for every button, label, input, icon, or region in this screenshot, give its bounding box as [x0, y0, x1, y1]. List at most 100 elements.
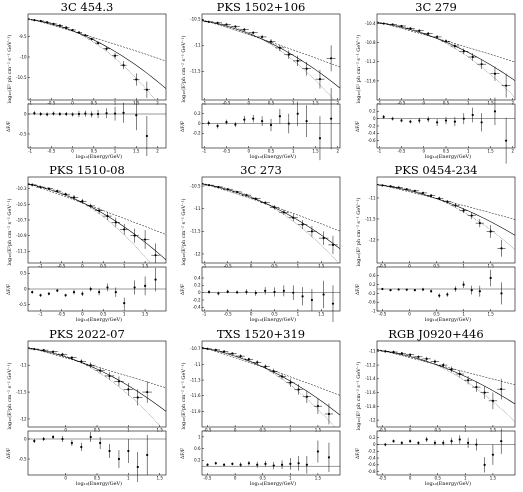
data-point: [389, 185, 392, 188]
residual-point: [454, 287, 457, 291]
y-tick-label: -9.5: [19, 34, 27, 39]
x-tick-label: 1.5: [133, 149, 140, 154]
x-tick-label: 1: [292, 101, 295, 106]
residual-point: [39, 294, 42, 297]
residual-tick-label: -0.5: [19, 302, 27, 307]
sed-plot: -1 -1 -0.5 -0.5 0 0 0.5 0.5 1 1 1.5 1.5 2 2 -10.5 -11 -1…: [190, 13, 341, 161]
data-point: [400, 24, 403, 28]
residual-tick-label: -0.5: [19, 131, 27, 136]
x-tick-label: 0: [64, 476, 67, 481]
residual-point: [413, 289, 416, 292]
residual-point: [418, 119, 421, 122]
residual-point: [33, 439, 36, 443]
panel-title: PKS 1510-08: [49, 163, 125, 177]
x-tick-label: 1: [462, 264, 465, 269]
y-tick-label: -11: [194, 362, 201, 367]
residual-point: [389, 289, 392, 292]
main-frame: [376, 340, 516, 428]
data-point: [89, 364, 92, 367]
data-point: [234, 25, 237, 28]
data-point: [113, 54, 117, 57]
x-axis-label: log₁₀(Energy/GeV): [249, 317, 297, 323]
model-curve-logparabola: [202, 347, 340, 416]
x-tick-label: -0.5: [379, 264, 387, 269]
x-tick-label: 0: [422, 149, 425, 154]
residual-point: [207, 121, 210, 125]
data-point: [329, 57, 333, 60]
data-point: [458, 372, 461, 376]
data-point: [382, 22, 385, 25]
residual-point: [216, 124, 219, 128]
data-point: [418, 29, 421, 32]
residual-point: [61, 437, 64, 441]
residual-point: [42, 437, 45, 441]
y-tick-label: -11: [369, 195, 376, 200]
x-tick-label: 1: [114, 149, 117, 154]
x-tick-label: 0.5: [268, 101, 275, 106]
x-tick-label: 0.5: [91, 149, 98, 154]
sed-plot: -1-1-0.5-0.5000.50.5111.51.522-9.5-10-10…: [16, 13, 167, 156]
x-tick-label: 0: [234, 428, 237, 433]
x-tick-label: 1.5: [487, 149, 494, 154]
data-point: [58, 24, 61, 27]
residual-point: [453, 120, 457, 123]
data-point: [292, 216, 295, 219]
data-point: [52, 22, 55, 25]
data-point: [493, 72, 497, 75]
x-tick-label: 2: [512, 101, 515, 106]
data-point: [247, 358, 251, 361]
residual-point: [64, 294, 67, 297]
y-tick-label: -11.3: [190, 377, 201, 382]
residual-point: [51, 435, 55, 439]
residual-tick-label: 0: [373, 116, 376, 121]
x-tick-label: 2: [156, 101, 159, 106]
x-tick-label: -0.5: [47, 101, 55, 106]
panel-title: RGB J0920+446: [388, 327, 484, 341]
x-tick-label: 1: [467, 101, 470, 106]
y-tick-label: -10.5: [16, 75, 27, 80]
sed-plot: -1 -1 -0.5 -0.5 0 0 0.5 0.5 1 1 1.5 1.5 -10.3 -10.5 -1…: [16, 176, 167, 317]
residual-point: [417, 441, 420, 444]
model-curves: [202, 182, 340, 263]
model-curves: [202, 346, 340, 427]
y-tick-label: -10.3: [16, 186, 27, 191]
y-tick-label: -11: [194, 43, 201, 48]
data-point: [413, 189, 416, 192]
data-point: [400, 352, 403, 355]
data-point: [409, 27, 412, 30]
x-tick-label: 1.5: [312, 149, 319, 154]
panel-title: 3C 273: [240, 163, 282, 177]
data-point: [61, 353, 64, 356]
data-point: [39, 186, 42, 189]
sed-plot: -0.5 -0.5 0 0 0.5 0.5 1 1 1.5 1.5 -11 -11.5 -12 0.6 0.…: [365, 176, 516, 317]
x-tick-label: 1.5: [142, 264, 149, 269]
data-point: [318, 78, 322, 81]
residual-point: [105, 112, 108, 115]
data-point: [123, 228, 126, 231]
data-point: [280, 375, 284, 378]
data-point: [471, 55, 474, 59]
data-point: [80, 360, 83, 363]
residual-point: [239, 463, 242, 466]
data-point: [42, 349, 45, 352]
model-curve-powerlaw: [28, 18, 166, 62]
residual-point: [392, 440, 395, 443]
data-point: [278, 46, 282, 49]
residual-point: [214, 462, 217, 465]
data-point: [305, 395, 308, 398]
x-tick-label: 2: [156, 149, 159, 154]
residual-tick-label: 0.6: [369, 273, 376, 278]
y-tick-label: -11.1: [16, 249, 27, 254]
data-point: [450, 368, 453, 371]
sed-panel: PKS 1510-08 log₁₀(E²ph cm⁻² s⁻¹ GeV⁻¹) ΔF/…: [0, 163, 174, 327]
x-tick-label: 1.5: [487, 101, 494, 106]
residual-point: [466, 441, 470, 444]
data-point: [466, 379, 470, 382]
residual-point: [97, 291, 101, 294]
data-point: [84, 34, 87, 37]
residual-frame: [376, 430, 516, 476]
residual-point: [114, 291, 117, 294]
residual-point: [305, 463, 308, 466]
residual-point: [260, 120, 264, 123]
sed-panel: TXS 1520+319 log₁₀(E²ph cm⁻² s⁻¹ GeV⁻¹) ΔF…: [174, 327, 348, 491]
